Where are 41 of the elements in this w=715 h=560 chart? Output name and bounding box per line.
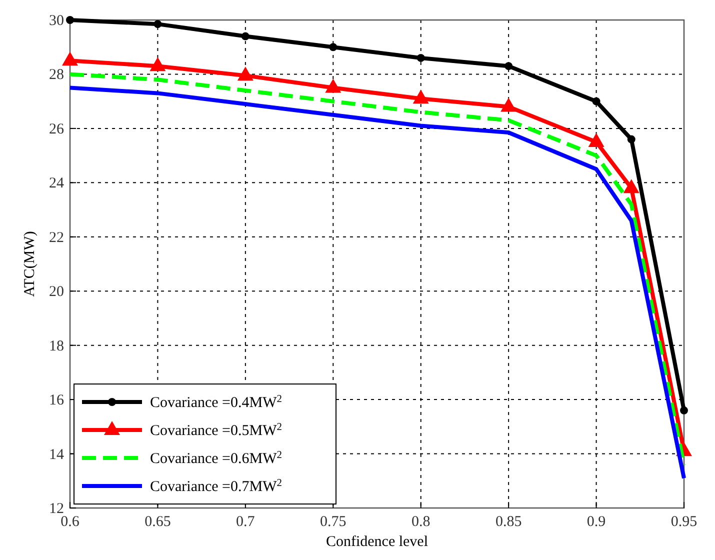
point <box>329 43 338 52</box>
x-axis-title: Confidence level <box>326 534 428 550</box>
point <box>588 133 604 147</box>
x-tick-label: 0.75 <box>320 514 346 530</box>
x-tick-label: 0.95 <box>670 514 698 530</box>
point <box>412 90 429 104</box>
y-axis-title: ATC(MW) <box>22 231 38 297</box>
x-tick-label: 0.9 <box>586 514 606 530</box>
y-tick-label: 20 <box>49 284 64 300</box>
y-tick-label: 18 <box>49 338 64 354</box>
point <box>623 179 640 194</box>
legend-label: Covariance =0.7MW$^{2}$ <box>150 478 282 495</box>
legend-label: Covariance =0.4MW$^{2}$ <box>150 394 282 411</box>
point <box>154 20 162 28</box>
point <box>241 32 250 40</box>
x-tick-label: 0.65 <box>144 514 171 530</box>
point <box>680 406 688 414</box>
point <box>416 54 425 62</box>
x-tick-label: 0.8 <box>411 514 430 530</box>
y-tick-label: 26 <box>49 121 64 138</box>
point <box>237 66 254 81</box>
point <box>500 98 517 112</box>
point <box>150 57 166 72</box>
y-tick-label: 28 <box>49 67 64 84</box>
y-tick-label: 22 <box>49 230 64 246</box>
x-tick-label: 0.7 <box>236 514 256 530</box>
y-tick-label: 30 <box>49 13 64 29</box>
x-tick-label: 0.85 <box>495 514 522 530</box>
y-tick-label: 12 <box>49 501 64 517</box>
y-tick-label: 24 <box>49 176 64 192</box>
x-tick-label: 0.6 <box>60 514 80 530</box>
point <box>62 52 78 66</box>
point <box>592 97 600 106</box>
legend-label: Covariance =0.6MW$^{2}$ <box>150 450 282 467</box>
y-tick-label: 16 <box>49 392 64 409</box>
point <box>504 62 513 70</box>
point <box>66 16 74 24</box>
y-tick-label: 14 <box>49 446 64 463</box>
point <box>627 135 636 144</box>
legend-label: Covariance =0.5MW$^{2}$ <box>150 422 282 439</box>
point <box>325 78 342 93</box>
